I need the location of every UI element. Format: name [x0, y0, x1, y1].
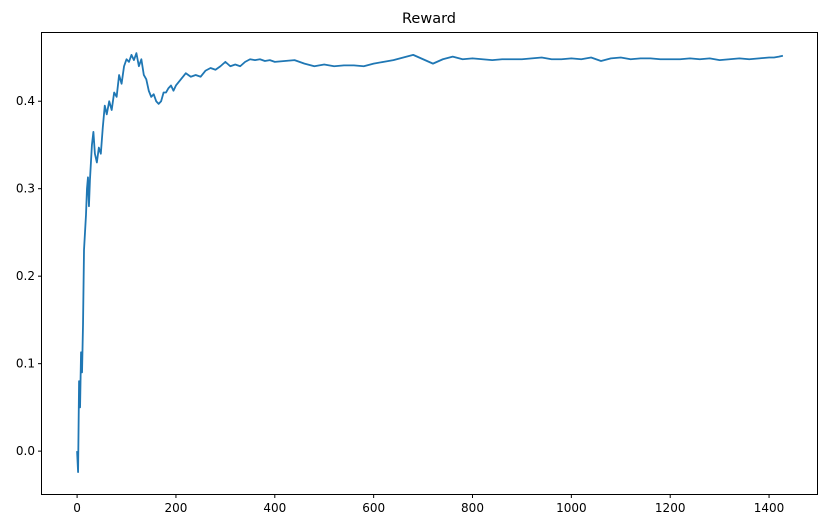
x-axis-ticks: 0 200 400 600 800 1000 1200 1400 — [73, 494, 784, 515]
x-tick-label: 1000 — [556, 501, 587, 515]
y-tick-label: 0.4 — [16, 94, 35, 108]
chart-title: Reward — [402, 11, 456, 27]
y-tick-label: 0.2 — [16, 269, 35, 283]
axes-frame — [41, 32, 818, 495]
y-tick-label: 0.3 — [16, 182, 35, 196]
series-line-0 — [76, 52, 784, 474]
x-tick-label: 800 — [461, 501, 484, 515]
x-tick-label: 0 — [73, 501, 81, 515]
y-tick-label: 0.0 — [16, 444, 35, 458]
y-axis-ticks: 0.0 0.1 0.2 0.3 0.4 — [16, 94, 42, 458]
x-tick-label: 1400 — [754, 501, 785, 515]
x-tick-label: 200 — [164, 501, 187, 515]
x-tick-label: 1200 — [655, 501, 686, 515]
x-tick-label: 600 — [362, 501, 385, 515]
y-tick-label: 0.1 — [16, 357, 35, 371]
plot-area — [76, 52, 784, 474]
x-tick-label: 400 — [263, 501, 286, 515]
